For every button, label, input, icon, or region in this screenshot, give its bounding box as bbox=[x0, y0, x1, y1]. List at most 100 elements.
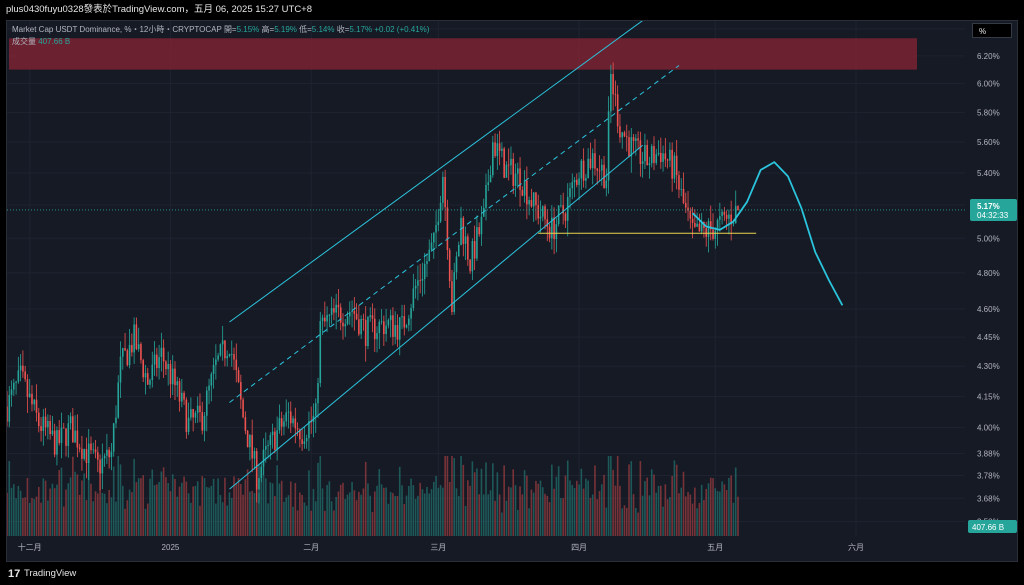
candle-body bbox=[600, 164, 603, 171]
tradingview-brand[interactable]: TradingView bbox=[24, 568, 77, 579]
volume-bar bbox=[528, 508, 530, 536]
volume-bar bbox=[156, 484, 158, 536]
candle-body bbox=[460, 217, 462, 245]
price-axis[interactable]: 6.40%6.20%6.00%5.80%5.60%5.40%5.20%5.00%… bbox=[965, 21, 1017, 561]
volume-bar bbox=[10, 487, 13, 536]
volume-bar bbox=[131, 492, 133, 536]
volume-bar bbox=[258, 492, 260, 536]
candle-body bbox=[675, 155, 678, 176]
volume-bar bbox=[653, 474, 655, 536]
candle-body bbox=[662, 153, 664, 162]
trend-drawings[interactable] bbox=[7, 21, 965, 490]
volume-bar bbox=[310, 510, 312, 536]
candle-body bbox=[144, 373, 147, 378]
volume-bar bbox=[219, 494, 222, 536]
volume-bar bbox=[233, 476, 235, 536]
candle-body bbox=[521, 189, 524, 196]
volume-bar bbox=[446, 456, 449, 536]
chart-panel[interactable]: 6.40%6.20%6.00%5.80%5.60%5.40%5.20%5.00%… bbox=[6, 20, 1018, 562]
candle-body bbox=[97, 452, 99, 460]
volume-bar bbox=[251, 490, 253, 536]
candle-body bbox=[137, 344, 140, 350]
candle-body bbox=[637, 138, 639, 141]
time-axis[interactable]: 十二月 2025 二月 三月 四月 五月 六月 bbox=[7, 536, 1017, 561]
candle-body bbox=[199, 405, 201, 413]
volume-bar bbox=[385, 487, 387, 536]
candle-body bbox=[305, 438, 308, 442]
volume-bar bbox=[637, 512, 639, 536]
candle-body bbox=[691, 218, 694, 223]
candle-body bbox=[641, 161, 644, 164]
volume-bar bbox=[428, 493, 431, 536]
candle-body bbox=[67, 423, 70, 446]
volume-bar bbox=[673, 460, 676, 536]
candle-body bbox=[709, 221, 712, 230]
volume-bar bbox=[478, 494, 480, 536]
tradingview-logo-icon[interactable]: 17 bbox=[8, 568, 21, 580]
volume-bar bbox=[196, 481, 199, 536]
candle-body bbox=[501, 148, 503, 151]
candle-body bbox=[346, 316, 349, 325]
volume-bar bbox=[698, 503, 701, 536]
candle-body bbox=[625, 136, 628, 138]
volume-bar bbox=[439, 485, 442, 536]
volume-bar bbox=[87, 461, 90, 536]
candle-body bbox=[181, 392, 183, 402]
candle-body bbox=[49, 421, 51, 435]
candle-body bbox=[428, 249, 431, 262]
candle-body bbox=[512, 158, 515, 186]
candle-body bbox=[92, 449, 95, 451]
candle-body bbox=[603, 164, 605, 188]
candle-body bbox=[503, 148, 505, 178]
candle-body bbox=[494, 142, 496, 157]
volume-bar bbox=[358, 491, 360, 536]
volume-bar bbox=[278, 483, 281, 536]
candle-body bbox=[689, 210, 692, 219]
volume-bar bbox=[510, 487, 512, 536]
volume-bar bbox=[235, 483, 238, 536]
percent-scale-button[interactable]: % bbox=[972, 23, 1012, 38]
candle-body bbox=[373, 318, 376, 340]
symbol-name[interactable]: Market Cap USDT Dominance, %・12小時・CRYPTO… bbox=[12, 25, 222, 34]
candle-body bbox=[355, 313, 358, 320]
resistance-zone[interactable] bbox=[9, 38, 917, 70]
candle-body bbox=[451, 281, 453, 313]
candle-body bbox=[480, 216, 483, 235]
volume-bar bbox=[94, 491, 97, 536]
volume-bar bbox=[546, 495, 549, 536]
volume-bar bbox=[480, 468, 483, 536]
candle-body bbox=[24, 371, 26, 380]
candle-body bbox=[185, 399, 188, 432]
volume-bar bbox=[721, 481, 723, 536]
open-value: 5.15% bbox=[236, 25, 260, 34]
price-tick-label: 3.68% bbox=[977, 494, 1000, 503]
candle-body bbox=[551, 217, 553, 239]
candle-body bbox=[682, 188, 685, 203]
volume-bar bbox=[603, 474, 605, 536]
price-chart[interactable]: 6.40%6.20%6.00%5.80%5.60%5.40%5.20%5.00%… bbox=[7, 21, 1017, 561]
candle-body bbox=[33, 399, 36, 405]
volume-bar bbox=[224, 477, 226, 536]
time-tick-label: 二月 bbox=[303, 543, 319, 552]
candle-body bbox=[271, 431, 274, 436]
volume-bar bbox=[183, 476, 185, 536]
candle-body bbox=[560, 205, 562, 207]
volume-bar bbox=[469, 485, 471, 536]
candle-body bbox=[587, 158, 589, 179]
volume-bar bbox=[181, 482, 183, 536]
volume-bar bbox=[616, 456, 619, 536]
candle-body bbox=[221, 340, 224, 345]
candle-body bbox=[589, 158, 592, 169]
volume-bar bbox=[176, 496, 179, 536]
candle-body bbox=[110, 451, 113, 458]
volume-bar bbox=[657, 485, 660, 536]
candle-body bbox=[76, 430, 79, 448]
volume-value: 407.66 B bbox=[38, 37, 71, 46]
volume-bar bbox=[555, 476, 558, 536]
candle-body bbox=[519, 168, 521, 190]
candle-body bbox=[526, 180, 528, 205]
volume-bar bbox=[285, 497, 288, 536]
volume-bar bbox=[664, 484, 667, 536]
candle-body bbox=[585, 178, 587, 181]
volume-bar bbox=[412, 485, 415, 536]
